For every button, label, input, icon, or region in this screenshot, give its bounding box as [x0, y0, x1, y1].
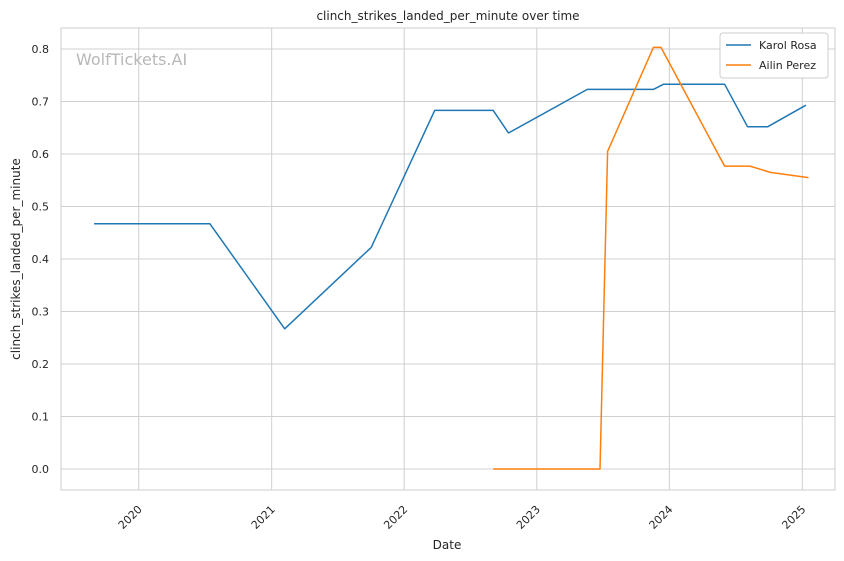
legend: Karol Rosa Ailin Perez: [719, 32, 829, 79]
y-gridlines: [61, 48, 835, 470]
y-tick-label: 0.6: [32, 148, 50, 161]
x-tick-label: 2022: [381, 503, 410, 532]
watermark: WolfTickets.AI: [76, 50, 187, 69]
series-line-ailin-perez: [493, 46, 809, 470]
y-tick-label: 0.1: [32, 411, 50, 424]
series-line-karol-rosa: [94, 83, 807, 330]
legend-label-karol-rosa: Karol Rosa: [759, 39, 817, 52]
y-tick-label: 0.4: [32, 253, 50, 266]
y-tick-labels: 0.0 0.1 0.2 0.3 0.4 0.5 0.6 0.7 0.8: [32, 43, 50, 476]
series-lines: [94, 46, 809, 470]
y-tick-label: 0.7: [32, 96, 50, 109]
legend-label-ailin-perez: Ailin Perez: [759, 59, 816, 72]
y-tick-label: 0.2: [32, 358, 50, 371]
x-tick-label: 2025: [779, 503, 808, 532]
x-tick-label: 2021: [249, 503, 278, 532]
x-tick-label: 2024: [647, 503, 676, 532]
chart-title: clinch_strikes_landed_per_minute over ti…: [316, 9, 579, 23]
x-gridlines: [138, 28, 803, 490]
x-tick-label: 2020: [116, 503, 145, 532]
y-tick-label: 0.5: [32, 201, 50, 214]
y-tick-label: 0.3: [32, 306, 50, 319]
y-axis-label: clinch_strikes_landed_per_minute: [9, 158, 23, 360]
y-tick-label: 0.0: [32, 463, 50, 476]
x-tick-labels: 2020 2021 2022 2023 2024 2025: [116, 503, 809, 532]
y-tick-label: 0.8: [32, 43, 50, 56]
x-axis-label: Date: [433, 538, 462, 552]
x-tick-label: 2023: [514, 503, 543, 532]
